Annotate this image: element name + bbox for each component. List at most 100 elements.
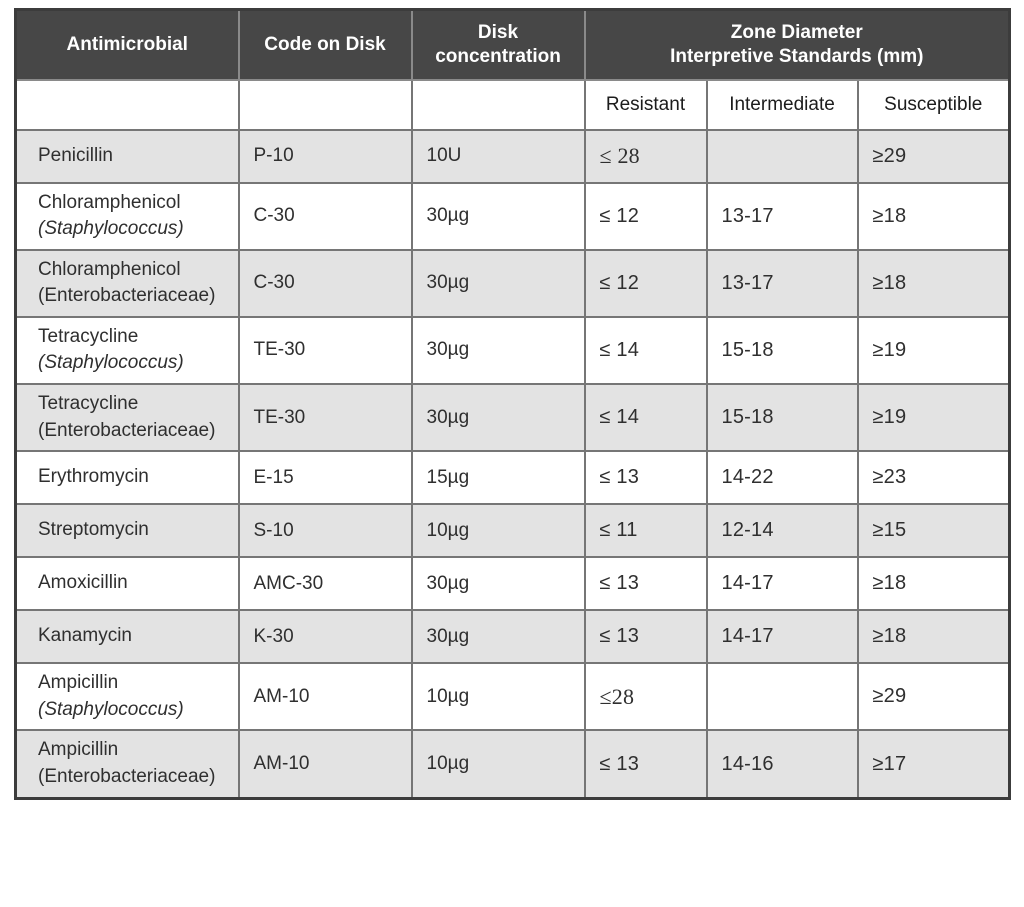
disk-concentration-cell: 30µg — [410, 181, 586, 251]
table-row: Ampicillin (Staphylococcus) AM-10 10µg ≤… — [14, 662, 1011, 732]
disk-concentration-cell: 10µg — [410, 662, 586, 732]
susceptible-value-cell: ≥19 — [856, 315, 1011, 386]
intermediate-value-cell: 14-17 — [705, 609, 859, 665]
antimicrobial-cell: Erythromycin — [14, 450, 240, 506]
resistant-value-cell: ≤ 13 — [583, 609, 708, 665]
antimicrobial-name: Kanamycin — [38, 625, 132, 647]
resistant-value-cell: ≤ 28 — [583, 128, 708, 184]
resistant-value-cell: ≤ 14 — [583, 315, 708, 386]
resistant-value-cell: ≤ 13 — [583, 450, 708, 506]
antimicrobial-name: Amoxicillin — [38, 572, 128, 594]
intermediate-value-cell: 14-16 — [705, 729, 859, 800]
disk-concentration-cell: 30µg — [410, 248, 586, 318]
antimicrobial-name: Tetracycline — [38, 325, 139, 347]
disk-concentration-cell: 10U — [410, 128, 586, 184]
disk-concentration-cell: 30µg — [410, 556, 586, 612]
code-on-disk-cell: TE-30 — [237, 315, 413, 386]
susceptible-value-cell: ≥23 — [856, 450, 1011, 506]
table-row: Erythromycin E-15 15µg ≤ 13 14-22 ≥23 — [14, 450, 1011, 506]
intermediate-value-cell: 15-18 — [705, 315, 859, 386]
col-header-disk-concentration: Disk concentration — [410, 8, 586, 81]
intermediate-value-cell: 13-17 — [705, 248, 859, 318]
antimicrobial-organism: (Staphylococcus) — [38, 352, 184, 374]
antimicrobial-organism: (Staphylococcus) — [38, 698, 184, 720]
table-row: Penicillin P-10 10U ≤ 28 ≥29 — [14, 128, 1011, 184]
disk-concentration-cell: 15µg — [410, 450, 586, 506]
antimicrobial-organism: (Staphylococcus) — [38, 218, 184, 240]
code-on-disk-cell: AM-10 — [237, 662, 413, 732]
susceptible-value-cell: ≥18 — [856, 556, 1011, 612]
susceptible-value-cell: ≥17 — [856, 729, 1011, 800]
document-page: Antimicrobial Code on Disk Disk concentr… — [14, 8, 1012, 800]
table-row: Tetracycline (Staphylococcus) TE-30 30µg… — [14, 315, 1011, 386]
table-row: Amoxicillin AMC-30 30µg ≤ 13 14-17 ≥18 — [14, 556, 1011, 612]
susceptible-value-cell: ≥29 — [856, 128, 1011, 184]
susceptible-value-cell: ≥19 — [856, 383, 1011, 453]
antimicrobial-name: Chloramphenicol — [38, 191, 181, 213]
resistant-value-cell: ≤28 — [583, 662, 708, 732]
code-on-disk-cell: AMC-30 — [237, 556, 413, 612]
table-row: Streptomycin S-10 10µg ≤ 11 12-14 ≥15 — [14, 503, 1011, 559]
antimicrobial-cell: Tetracycline (Staphylococcus) — [14, 315, 240, 386]
antimicrobial-cell: Tetracycline (Enterobacteriaceae) — [14, 383, 240, 453]
antimicrobial-cell: Ampicillin (Staphylococcus) — [14, 662, 240, 732]
resistant-value-cell: ≤ 11 — [583, 503, 708, 559]
col-header-intermediate: Intermediate — [705, 78, 859, 131]
antimicrobial-name: Penicillin — [38, 144, 113, 166]
antimicrobial-cell: Ampicillin (Enterobacteriaceae) — [14, 729, 240, 800]
antimicrobial-name: Tetracycline — [38, 393, 139, 415]
antimicrobial-name: Ampicillin — [38, 739, 119, 761]
antimicrobial-name: Ampicillin — [38, 672, 119, 694]
col-header-susceptible: Susceptible — [856, 78, 1011, 131]
disk-concentration-cell: 10µg — [410, 729, 586, 800]
susceptibility-table: Antimicrobial Code on Disk Disk concentr… — [14, 8, 1012, 800]
antimicrobial-cell: Kanamycin — [14, 609, 240, 665]
code-on-disk-cell: C-30 — [237, 248, 413, 318]
header-row: Antimicrobial Code on Disk Disk concentr… — [14, 8, 1011, 81]
subheader-empty-concentration — [410, 78, 586, 131]
table-row: Tetracycline (Enterobacteriaceae) TE-30 … — [14, 383, 1011, 453]
table-row: Ampicillin (Enterobacteriaceae) AM-10 10… — [14, 729, 1011, 800]
resistant-value-cell: ≤ 12 — [583, 181, 708, 251]
antimicrobial-cell: Penicillin — [14, 128, 240, 184]
antimicrobial-cell: Amoxicillin — [14, 556, 240, 612]
col-header-resistant: Resistant — [583, 78, 708, 131]
susceptible-value-cell: ≥18 — [856, 609, 1011, 665]
susceptible-value-cell: ≥15 — [856, 503, 1011, 559]
antimicrobial-organism: (Enterobacteriaceae) — [38, 285, 216, 307]
susceptible-value-cell: ≥18 — [856, 181, 1011, 251]
code-on-disk-cell: AM-10 — [237, 729, 413, 800]
antimicrobial-organism: (Enterobacteriaceae) — [38, 419, 216, 441]
table-row: Kanamycin K-30 30µg ≤ 13 14-17 ≥18 — [14, 609, 1011, 665]
disk-concentration-cell: 10µg — [410, 503, 586, 559]
table-row: Chloramphenicol (Staphylococcus) C-30 30… — [14, 181, 1011, 251]
intermediate-value-cell: 15-18 — [705, 383, 859, 453]
resistant-value-cell: ≤ 13 — [583, 729, 708, 800]
disk-concentration-cell: 30µg — [410, 383, 586, 453]
disk-concentration-cell: 30µg — [410, 315, 586, 386]
intermediate-value-cell: 12-14 — [705, 503, 859, 559]
resistant-value-cell: ≤ 12 — [583, 248, 708, 318]
intermediate-value-cell: 13-17 — [705, 181, 859, 251]
subheader-row: Resistant Intermediate Susceptible — [14, 78, 1011, 131]
code-on-disk-cell: S-10 — [237, 503, 413, 559]
resistant-value-cell: ≤ 14 — [583, 383, 708, 453]
resistant-value-cell: ≤ 13 — [583, 556, 708, 612]
antimicrobial-organism: (Enterobacteriaceae) — [38, 766, 216, 788]
code-on-disk-cell: C-30 — [237, 181, 413, 251]
antimicrobial-name: Chloramphenicol — [38, 258, 181, 280]
disk-concentration-cell: 30µg — [410, 609, 586, 665]
col-header-antimicrobial: Antimicrobial — [14, 8, 240, 81]
code-on-disk-cell: TE-30 — [237, 383, 413, 453]
col-header-zone-diameter: Zone Diameter Interpretive Standards (mm… — [583, 8, 1011, 81]
intermediate-value-cell — [705, 128, 859, 184]
antimicrobial-name: Streptomycin — [38, 519, 149, 541]
subheader-empty-antimicrobial — [14, 78, 240, 131]
code-on-disk-cell: E-15 — [237, 450, 413, 506]
code-on-disk-cell: P-10 — [237, 128, 413, 184]
antimicrobial-cell: Chloramphenicol (Enterobacteriaceae) — [14, 248, 240, 318]
intermediate-value-cell: 14-17 — [705, 556, 859, 612]
antimicrobial-cell: Chloramphenicol (Staphylococcus) — [14, 181, 240, 251]
antimicrobial-cell: Streptomycin — [14, 503, 240, 559]
susceptible-value-cell: ≥29 — [856, 662, 1011, 732]
